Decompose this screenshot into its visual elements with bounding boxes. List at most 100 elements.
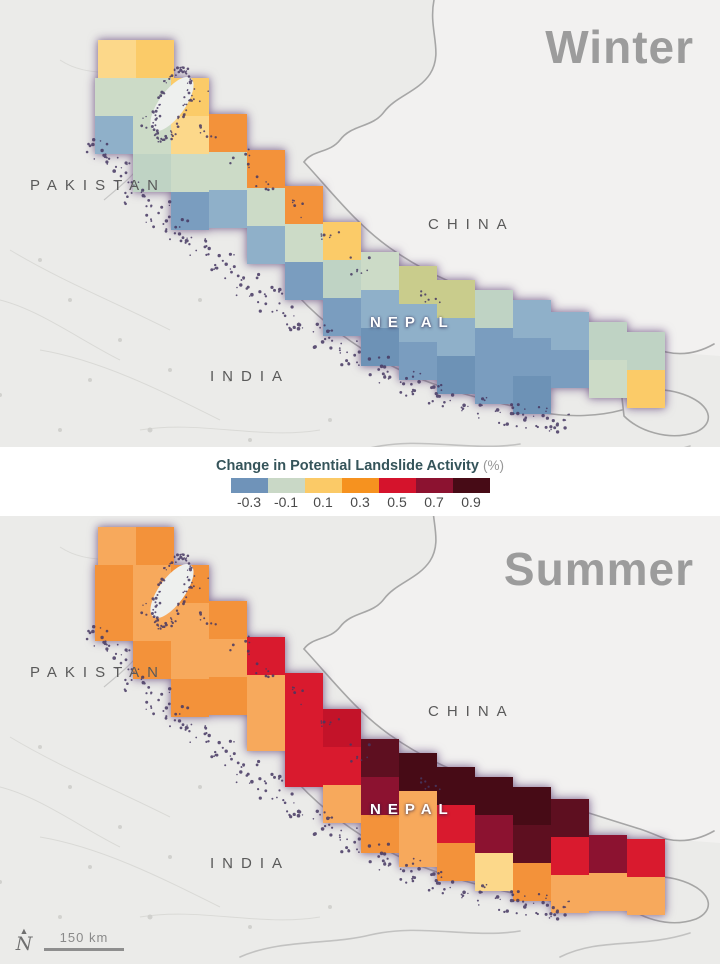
summer-geo-layer: PAKISTAN CHINA NEPAL INDIA [0, 516, 720, 964]
country-label-pakistan: PAKISTAN [30, 177, 166, 194]
winter-cell [171, 192, 209, 230]
summer-cell [437, 805, 475, 843]
summer-cell [171, 679, 209, 717]
winter-cell [171, 154, 209, 192]
winter-cell [323, 222, 361, 260]
legend-swatch-row [230, 477, 490, 493]
winter-cell [475, 366, 513, 404]
summer-cell [437, 767, 475, 805]
summer-cell [475, 853, 513, 891]
summer-cell [513, 825, 551, 863]
legend-swatch [230, 477, 268, 493]
summer-cell [95, 603, 133, 641]
north-arrow: ▲ N [14, 926, 34, 955]
winter-cell [323, 260, 361, 298]
legend-tick: 0.5 [387, 493, 407, 510]
summer-cell [475, 815, 513, 853]
summer-cell [551, 875, 589, 913]
summer-cell [589, 835, 627, 873]
summer-cell [627, 877, 665, 915]
summer-cell [209, 601, 247, 639]
winter-cell [285, 224, 323, 262]
winter-cell [513, 338, 551, 376]
summer-cell [361, 777, 399, 815]
legend-tick: 0.9 [461, 493, 481, 510]
legend-swatch [267, 477, 305, 493]
legend-swatch [378, 477, 416, 493]
winter-cell [361, 290, 399, 328]
winter-cell [551, 312, 589, 350]
winter-cell [209, 152, 247, 190]
summer-map: PAKISTAN CHINA NEPAL INDIA Summer ▲ N 15… [0, 516, 720, 964]
summer-cell [513, 787, 551, 825]
country-label-nepal: NEPAL [370, 801, 455, 818]
summer-cell [247, 675, 285, 713]
north-arrow-icon: ▲ [19, 926, 29, 936]
summer-cell [136, 527, 174, 565]
winter-cell [136, 40, 174, 78]
country-label-nepal: NEPAL [370, 314, 455, 331]
legend-swatch [304, 477, 342, 493]
summer-cell [323, 747, 361, 785]
legend-swatch [341, 477, 379, 493]
legend-unit: (%) [482, 457, 504, 473]
winter-cell [285, 262, 323, 300]
winter-cell [399, 304, 437, 342]
winter-cell [589, 360, 627, 398]
summer-cell [361, 815, 399, 853]
summer-cell [323, 785, 361, 823]
summer-cell [171, 603, 209, 641]
winter-cell [133, 154, 171, 192]
summer-cell [551, 837, 589, 875]
summer-cell [209, 639, 247, 677]
winter-glacier-speckles [85, 66, 570, 434]
summer-cell [399, 829, 437, 867]
winter-cell [475, 290, 513, 328]
winter-cell [589, 322, 627, 360]
country-label-india: INDIA [210, 855, 291, 872]
country-label-pakistan: PAKISTAN [30, 664, 166, 681]
winter-cell [95, 116, 133, 154]
winter-cell [437, 280, 475, 318]
winter-map: PAKISTAN CHINA NEPAL INDIA Winter [0, 0, 720, 447]
summer-cell [98, 527, 136, 565]
legend-tick: 0.3 [350, 493, 370, 510]
winter-cell [399, 342, 437, 380]
winter-cell [171, 116, 209, 154]
summer-cell [399, 753, 437, 791]
winter-cell [627, 370, 665, 408]
legend-tick: 0.1 [313, 493, 333, 510]
winter-cell [285, 186, 323, 224]
legend-tick: -0.3 [236, 493, 262, 510]
legend: Change in Potential Landslide Activity (… [0, 447, 720, 516]
summer-cell [133, 641, 171, 679]
winter-cell [247, 226, 285, 264]
winter-cell [475, 328, 513, 366]
legend-title-text: Change in Potential Landslide Activity [216, 457, 479, 474]
summer-cell [589, 873, 627, 911]
winter-geo-layer: PAKISTAN CHINA NEPAL INDIA [0, 0, 720, 447]
summer-cell [475, 777, 513, 815]
summer-cell [399, 791, 437, 829]
summer-grid-cells [0, 516, 720, 964]
winter-grid-cells [0, 0, 720, 447]
summer-cell [95, 565, 133, 603]
winter-cell [399, 266, 437, 304]
winter-cell [627, 332, 665, 370]
scale-bar-line [44, 948, 124, 951]
country-label-india: INDIA [210, 368, 291, 385]
legend-tick-row: -0.3 -0.1 0.1 0.3 0.5 0.7 0.9 [231, 494, 490, 510]
country-label-china: CHINA [428, 216, 515, 233]
summer-glacier-speckles [85, 553, 570, 921]
summer-cell [285, 711, 323, 749]
winter-cell [551, 350, 589, 388]
scale-bar: ▲ N 150 km [12, 920, 142, 960]
winter-cell [513, 376, 551, 414]
summer-title: Summer [503, 543, 694, 595]
legend-title: Change in Potential Landslide Activity (… [216, 458, 504, 474]
winter-title: Winter [545, 21, 694, 73]
winter-cell [209, 190, 247, 228]
country-label-china: CHINA [428, 703, 515, 720]
legend-swatch [452, 477, 490, 493]
summer-cell [551, 799, 589, 837]
